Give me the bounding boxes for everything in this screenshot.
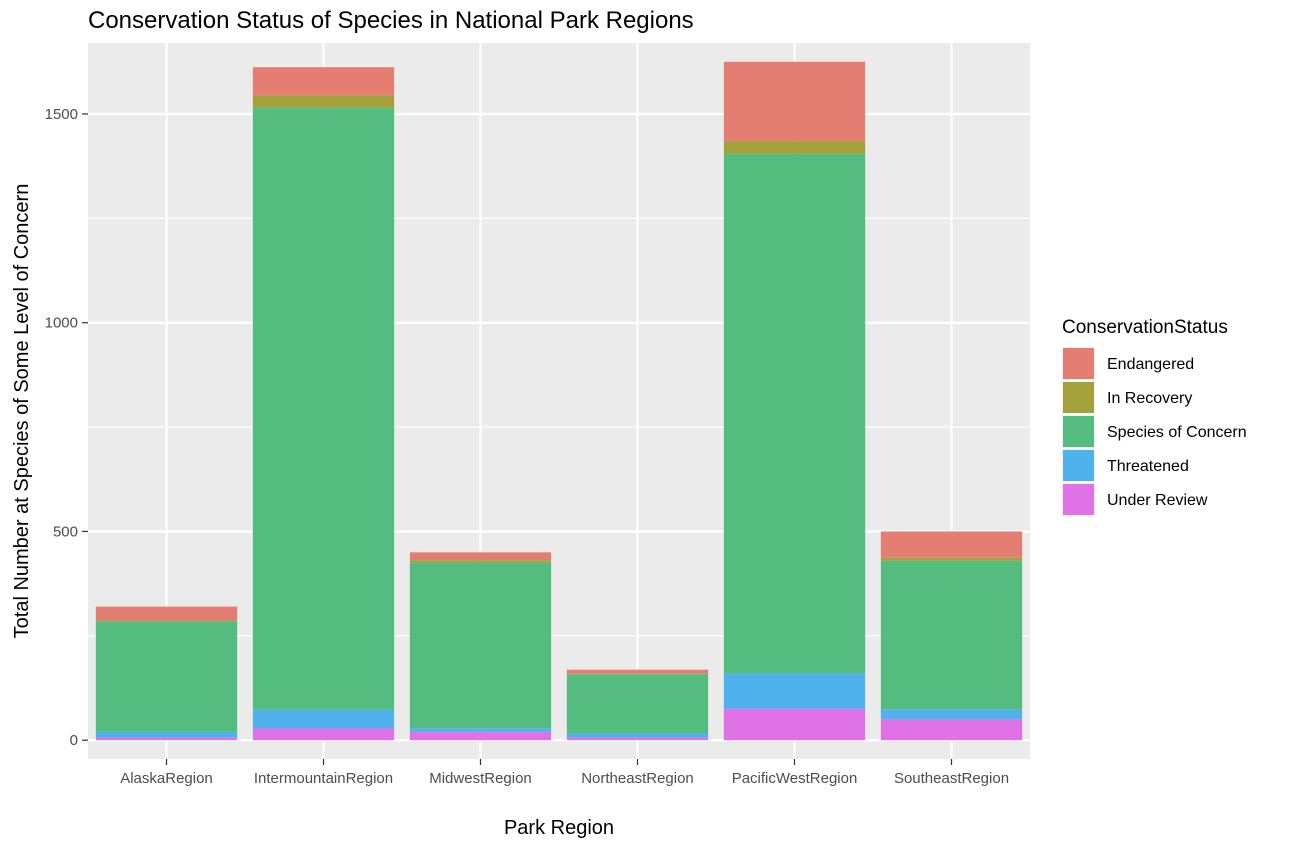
chart-title: Conservation Status of Species in Nation… <box>88 7 694 34</box>
x-tick-label: IntermountainRegion <box>254 770 393 787</box>
bar-segment-endangered <box>95 606 238 621</box>
bar-segment-species-of-concern <box>723 153 866 674</box>
x-tick-label: MidwestRegion <box>429 770 532 787</box>
bar-segment-species-of-concern <box>409 562 552 729</box>
x-tick-label: NortheastRegion <box>581 770 694 787</box>
bar-segment-endangered <box>723 61 866 142</box>
bar-segment-endangered <box>409 552 552 561</box>
y-tick-label: 0 <box>70 732 78 749</box>
bar-segment-under-review <box>95 737 238 741</box>
y-axis: 0 500 1000 1500 <box>45 106 88 749</box>
bar-segment-species-of-concern <box>252 107 395 710</box>
y-axis-title: Total Number at Species of Some Level of… <box>11 184 33 639</box>
bar-segment-under-review <box>880 719 1023 741</box>
legend-label-in-recovery: In Recovery <box>1107 390 1192 407</box>
x-axis: AlaskaRegion IntermountainRegion MidwestRe… <box>120 759 1009 787</box>
bar-segment-in-recovery <box>880 557 1023 561</box>
legend-label-endangered: Endangered <box>1107 356 1194 373</box>
bar-segment-under-review <box>252 728 395 741</box>
legend-swatch-in-recovery <box>1063 382 1094 413</box>
bar-segment-in-recovery <box>409 560 552 563</box>
y-tick-label: 1500 <box>45 106 78 123</box>
legend-swatch-species-of-concern <box>1063 416 1094 447</box>
legend: ConservationStatus Endangered In Recovery… <box>1062 317 1247 516</box>
bar-segment-threatened <box>723 673 866 709</box>
legend-label-under-review: Under Review <box>1107 492 1208 509</box>
bar-segment-threatened <box>880 709 1023 720</box>
y-tick-label: 500 <box>53 523 78 540</box>
bar-segment-species-of-concern <box>95 621 238 732</box>
x-axis-title: Park Region <box>504 817 614 839</box>
legend-label-threatened: Threatened <box>1107 458 1189 475</box>
plot-panel <box>88 43 1030 759</box>
x-tick-label: PacificWestRegion <box>732 770 858 787</box>
bar-segment-under-review <box>723 708 866 741</box>
legend-title: ConservationStatus <box>1062 317 1228 338</box>
bar-segment-endangered <box>252 67 395 96</box>
bar-segment-threatened <box>566 733 709 738</box>
bar-segment-under-review <box>566 737 709 741</box>
bar-segment-species-of-concern <box>566 674 709 734</box>
bar-segment-threatened <box>409 728 552 732</box>
legend-swatch-under-review <box>1063 484 1094 515</box>
bar-segment-in-recovery <box>95 620 238 622</box>
bar-segment-in-recovery <box>252 95 395 108</box>
bar-segment-endangered <box>880 531 1023 558</box>
bar-segment-endangered <box>566 669 709 674</box>
legend-swatch-endangered <box>1063 348 1094 379</box>
bar-segment-in-recovery <box>723 141 866 154</box>
y-tick-label: 1000 <box>45 315 78 332</box>
legend-label-species-of-concern: Species of Concern <box>1107 424 1247 441</box>
legend-swatch-threatened <box>1063 450 1094 481</box>
bar-segment-threatened <box>95 731 238 738</box>
bar-segment-threatened <box>252 709 395 729</box>
bar-segment-under-review <box>409 731 552 741</box>
bars <box>95 61 1023 741</box>
x-tick-label: SoutheastRegion <box>894 770 1009 787</box>
bar-segment-species-of-concern <box>880 560 1023 710</box>
x-tick-label: AlaskaRegion <box>120 770 213 787</box>
minor-gridlines <box>88 217 1030 637</box>
